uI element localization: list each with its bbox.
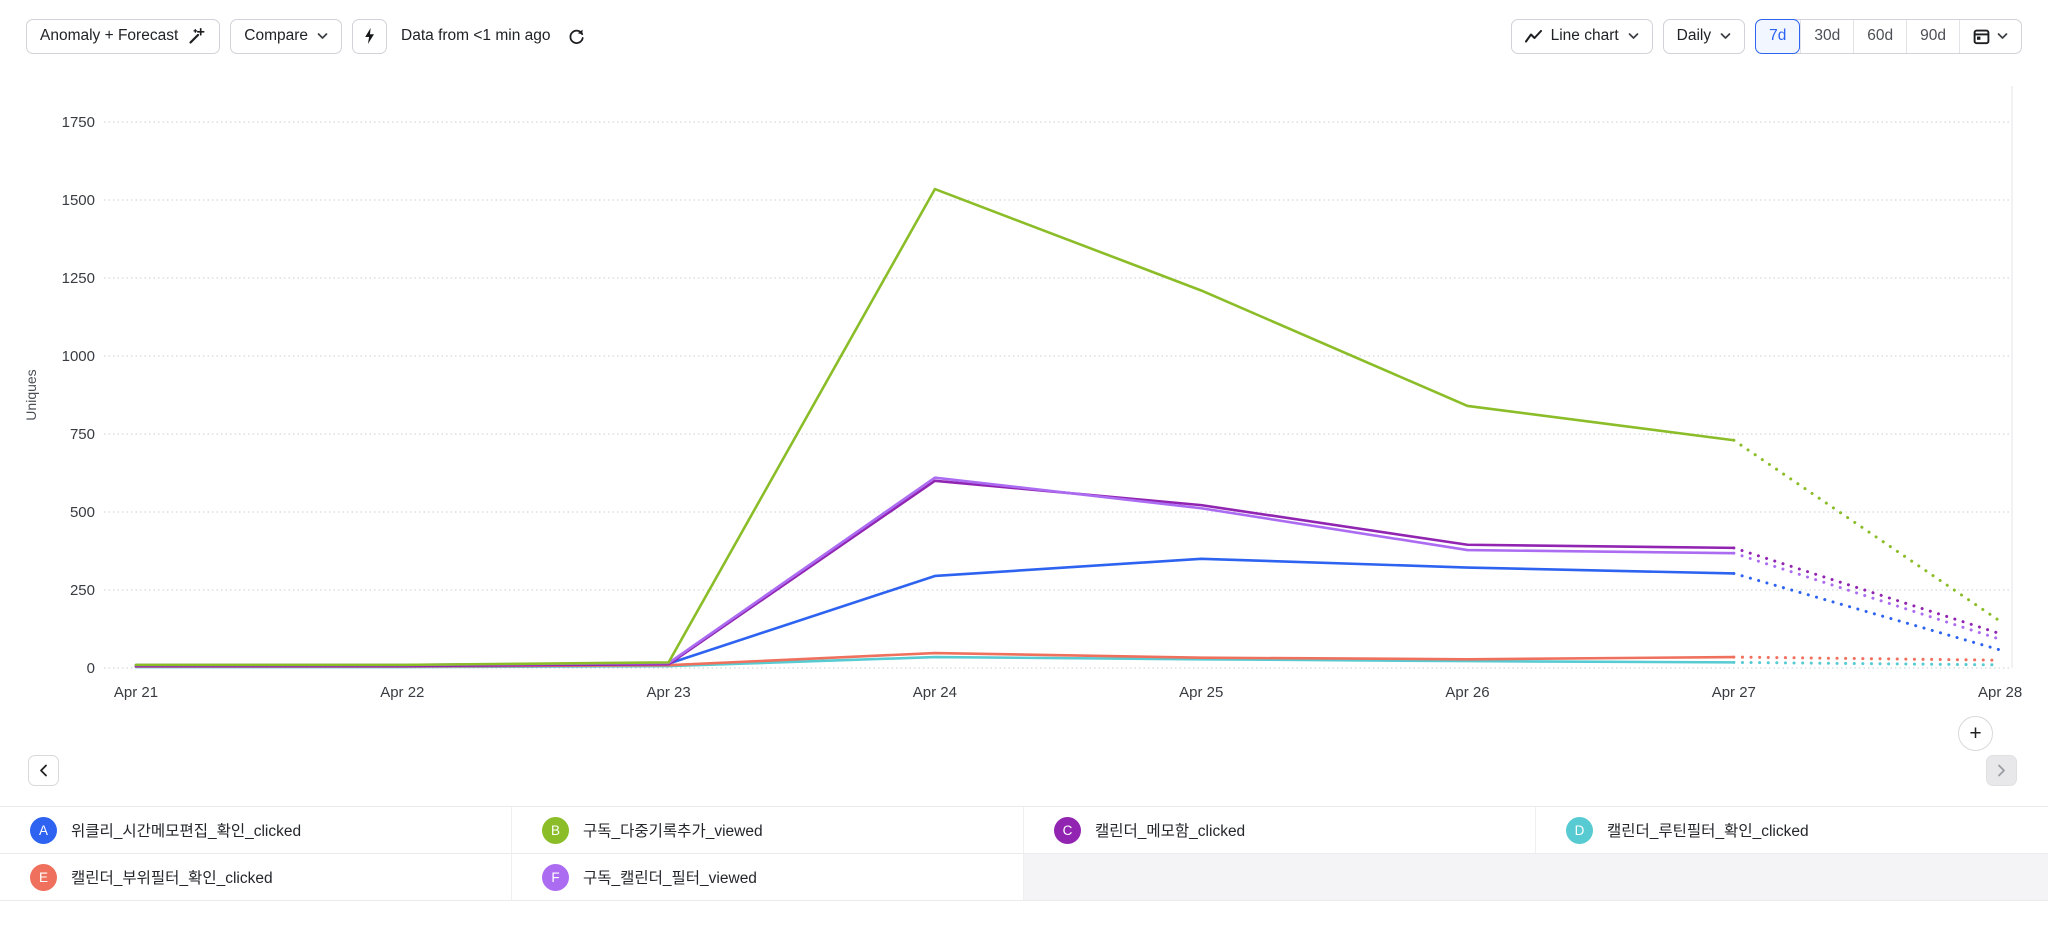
legend-next-button[interactable] xyxy=(1986,755,2017,786)
y-axis-tick: 1000 xyxy=(62,348,95,365)
forecast-line-a xyxy=(1732,571,2002,652)
legend-prev-button[interactable] xyxy=(28,755,59,786)
y-axis-tick: 1500 xyxy=(62,192,95,209)
compare-label: Compare xyxy=(244,27,309,44)
y-axis-tick: 1250 xyxy=(62,270,95,287)
granularity-dropdown[interactable]: Daily xyxy=(1662,18,1746,54)
refresh-icon[interactable] xyxy=(567,27,586,46)
series-label-c: 캘린더_메모함_clicked xyxy=(1095,823,1246,840)
legend-item-b[interactable]: B 구독_다중기록추가_viewed xyxy=(512,807,1024,854)
chevron-left-icon xyxy=(39,764,48,777)
granularity-label: Daily xyxy=(1676,27,1712,44)
range-option-7d[interactable]: 7d xyxy=(1755,18,1801,54)
legend-empty-cell xyxy=(1536,854,2048,901)
legend-empty-cell xyxy=(1024,854,1536,901)
forecast-line-c xyxy=(1732,546,2002,636)
y-axis-tick: 250 xyxy=(70,582,95,599)
forecast-line-d xyxy=(1732,660,2002,667)
y-axis-tick: 750 xyxy=(70,426,95,443)
toolbar-left-group: Anomaly + Forecast Compare Data from <1 … xyxy=(26,18,586,54)
date-picker-button[interactable] xyxy=(1959,19,2021,53)
chevron-down-icon xyxy=(1997,32,2008,40)
x-axis-tick: Apr 27 xyxy=(1712,684,1756,701)
series-line-c xyxy=(134,479,1736,668)
x-axis-tick: Apr 21 xyxy=(114,684,158,701)
y-axis-tick: 500 xyxy=(70,504,95,521)
y-axis-tick: 0 xyxy=(87,660,95,677)
series-label-e: 캘린더_부위필터_확인_clicked xyxy=(71,870,273,887)
series-legend: A 위클리_시간메모편집_확인_clicked B 구독_다중기록추가_view… xyxy=(0,806,2048,901)
chart-type-label: Line chart xyxy=(1550,27,1619,44)
chevron-right-icon xyxy=(1997,764,2006,777)
series-badge-a: A xyxy=(30,816,57,844)
line-chart-plot[interactable]: 0 250 500 750 1000 1250 1500 1750 Apr 21 Apr 22 Ap… xyxy=(0,0,2048,770)
forecast-line-b xyxy=(1732,438,2002,623)
legend-item-d[interactable]: D 캘린더_루틴필터_확인_clicked xyxy=(1536,807,2048,854)
series-badge-b: B xyxy=(542,816,569,844)
x-axis-tick: Apr 24 xyxy=(913,684,957,701)
y-axis-title: Uniques xyxy=(23,369,39,420)
range-option-30d[interactable]: 30d xyxy=(1800,19,1853,53)
series-badge-c: C xyxy=(1054,816,1081,844)
x-axis-tick: Apr 22 xyxy=(380,684,424,701)
x-axis-tick: Apr 25 xyxy=(1179,684,1223,701)
legend-item-c[interactable]: C 캘린더_메모함_clicked xyxy=(1024,807,1536,854)
forecast-line-e xyxy=(1732,655,2002,662)
chevron-down-icon xyxy=(1628,32,1639,40)
x-axis-tick: Apr 26 xyxy=(1445,684,1489,701)
series-line-a xyxy=(134,557,1736,667)
date-range-segmented-control: 7d 30d 60d 90d xyxy=(1755,18,2022,54)
series-label-a: 위클리_시간메모편집_확인_clicked xyxy=(71,823,302,840)
x-axis-tick: Apr 23 xyxy=(646,684,690,701)
add-annotation-button[interactable]: + xyxy=(1958,716,1993,751)
forecast-line-f xyxy=(1732,551,2002,641)
calendar-icon xyxy=(1973,28,1990,45)
series-label-d: 캘린더_루틴필터_확인_clicked xyxy=(1607,823,1809,840)
x-axis-tick: Apr 28 xyxy=(1978,684,2022,701)
compare-dropdown[interactable]: Compare xyxy=(230,18,343,54)
live-data-button[interactable] xyxy=(352,18,388,54)
series-line-f xyxy=(134,476,1736,667)
series-line-b xyxy=(134,187,1736,667)
chevron-down-icon xyxy=(1720,32,1731,40)
line-chart-icon xyxy=(1524,29,1542,43)
series-badge-e: E xyxy=(30,863,57,891)
chart-toolbar: Anomaly + Forecast Compare Data from <1 … xyxy=(0,0,2048,72)
chevron-down-icon xyxy=(317,32,328,40)
data-freshness-text: Data from <1 min ago xyxy=(401,27,551,44)
bolt-icon xyxy=(362,27,377,45)
legend-item-f[interactable]: F 구독_캘린더_필터_viewed xyxy=(512,854,1024,901)
series-label-f: 구독_캘린더_필터_viewed xyxy=(583,870,757,887)
legend-item-a[interactable]: A 위클리_시간메모편집_확인_clicked xyxy=(0,807,512,854)
plus-icon: + xyxy=(1969,721,1982,745)
anomaly-forecast-label: Anomaly + Forecast xyxy=(40,27,179,44)
range-option-60d[interactable]: 60d xyxy=(1853,19,1906,53)
y-axis-tick: 1750 xyxy=(62,114,95,131)
anomaly-forecast-button[interactable]: Anomaly + Forecast xyxy=(26,18,221,54)
series-badge-f: F xyxy=(542,863,569,891)
range-option-90d[interactable]: 90d xyxy=(1906,19,1959,53)
magic-wand-icon xyxy=(187,27,206,46)
series-badge-d: D xyxy=(1566,816,1593,844)
toolbar-right-group: Line chart Daily 7d 30d 60d 90d xyxy=(1510,18,2022,54)
chart-type-dropdown[interactable]: Line chart xyxy=(1510,18,1653,54)
legend-item-e[interactable]: E 캘린더_부위필터_확인_clicked xyxy=(0,854,512,901)
series-label-b: 구독_다중기록추가_viewed xyxy=(583,823,763,840)
